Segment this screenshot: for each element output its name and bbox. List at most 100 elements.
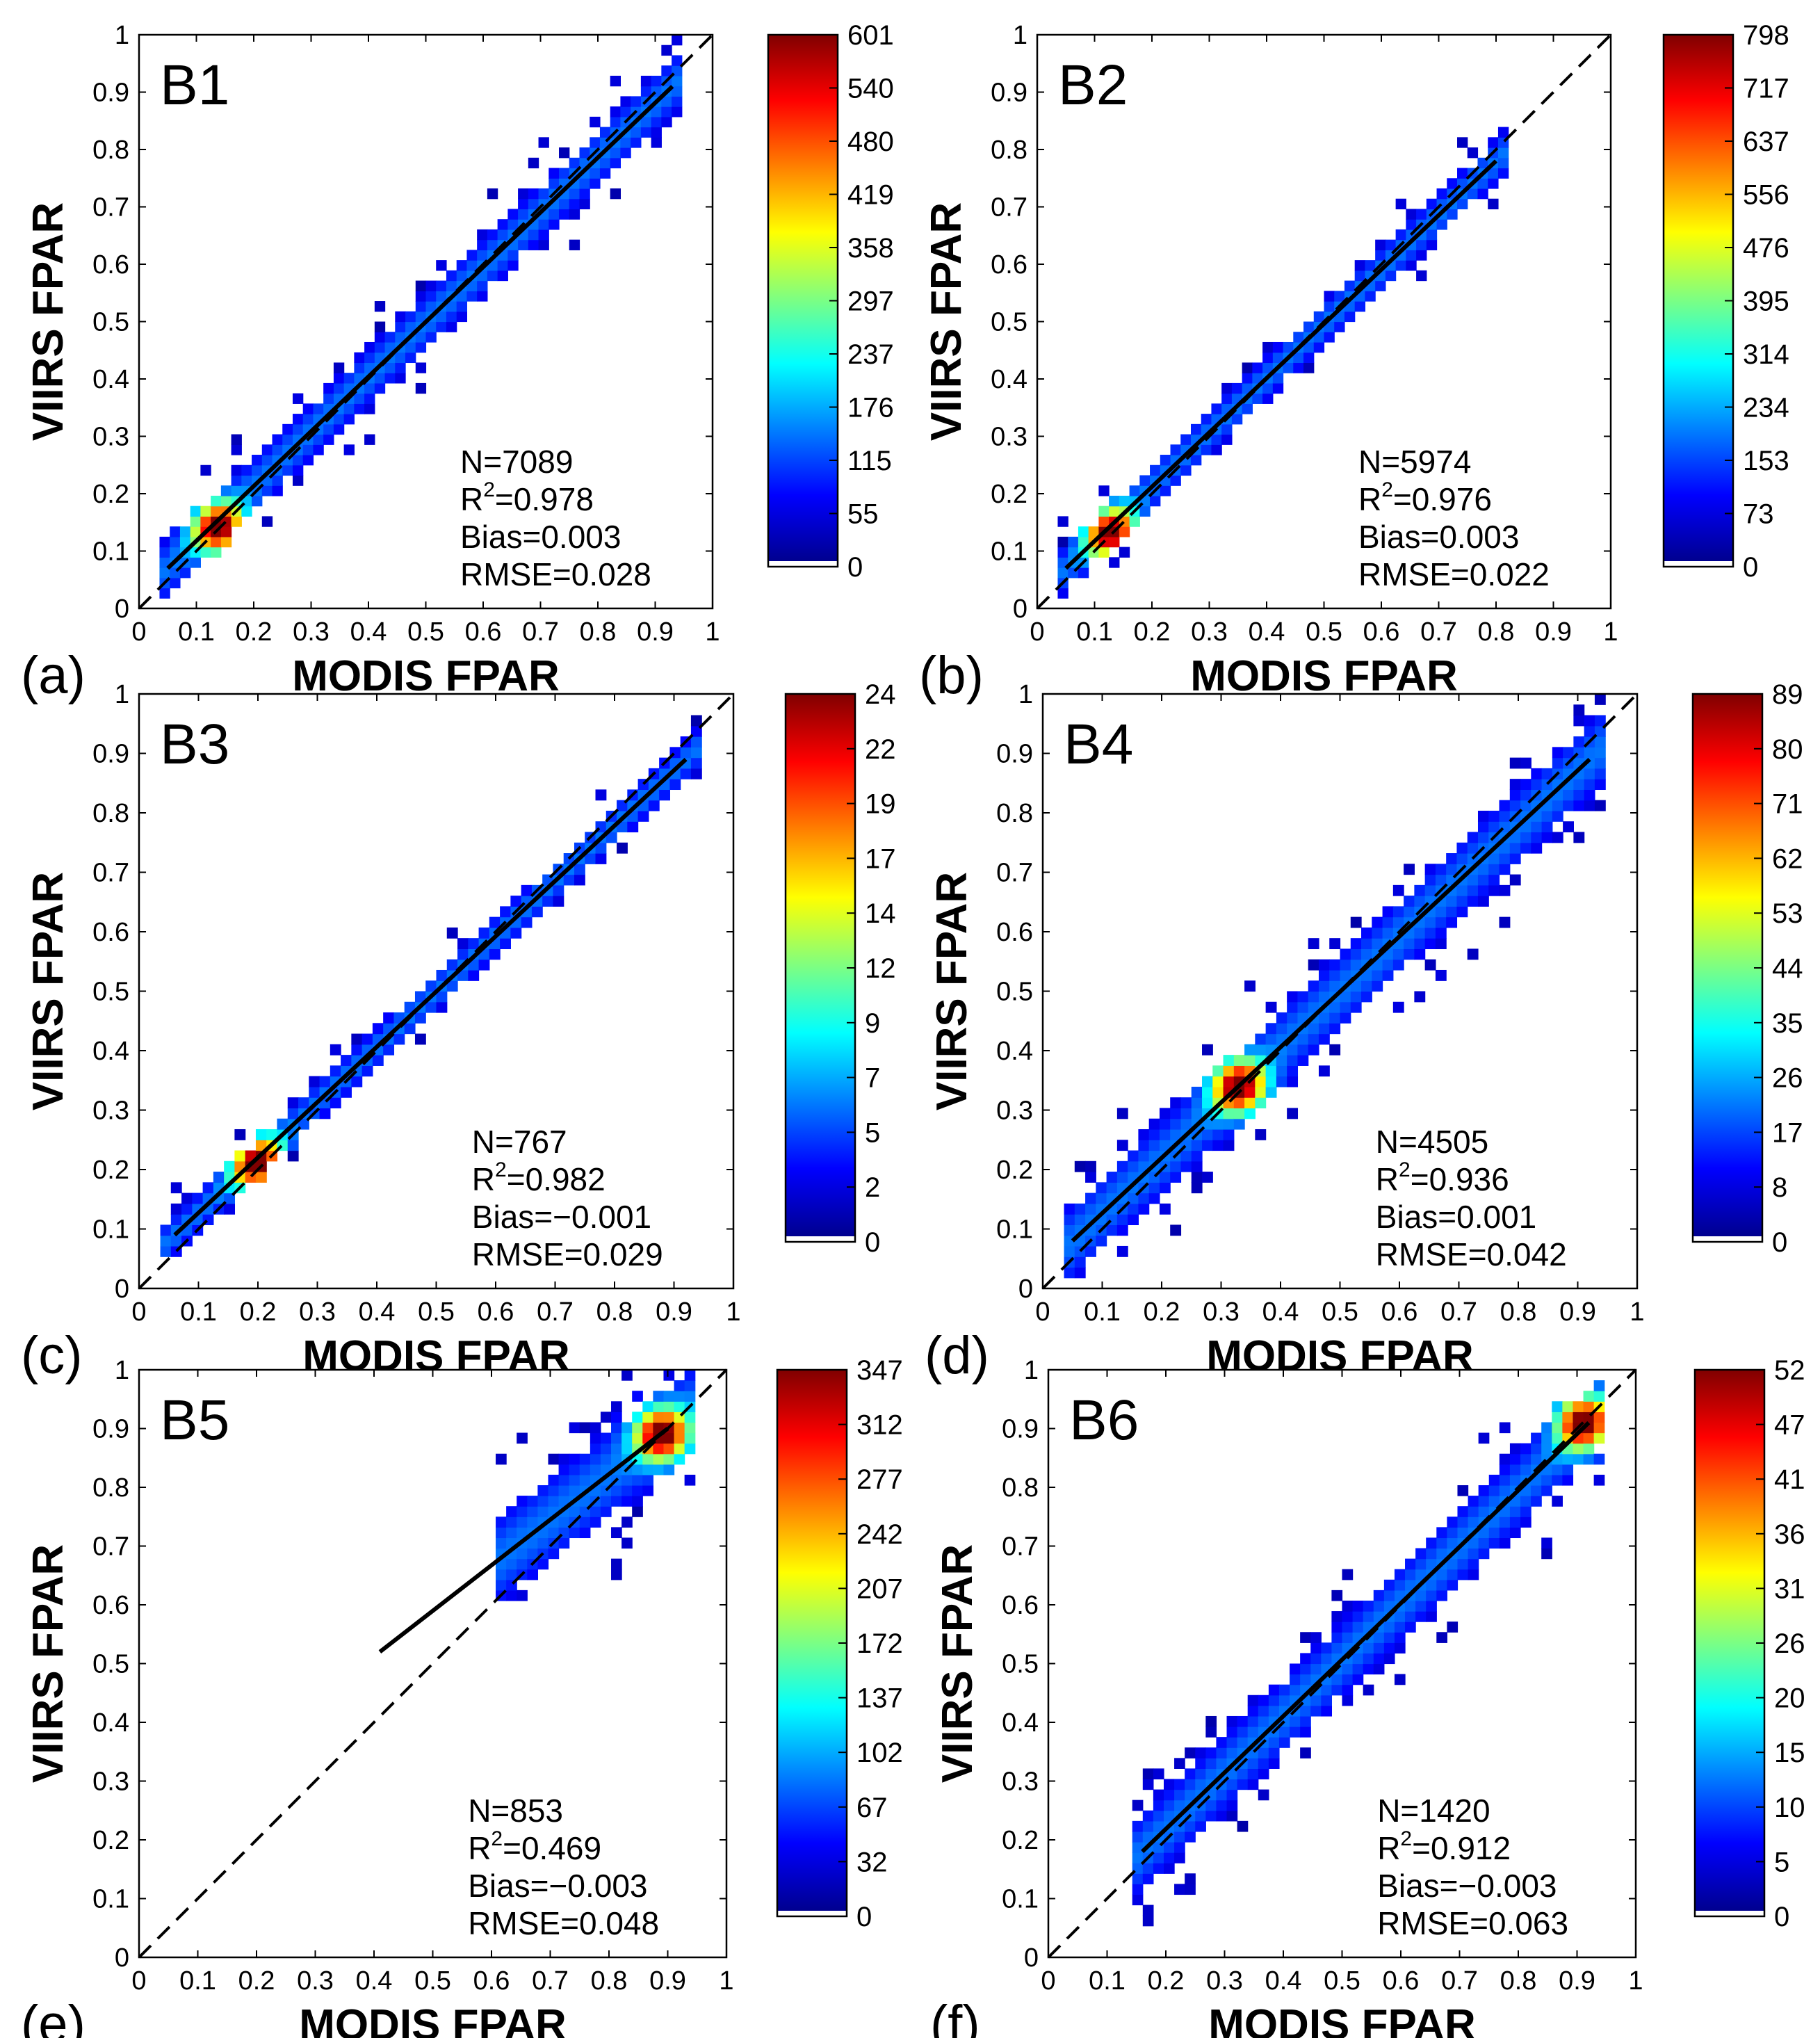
density-cell [1541, 821, 1553, 833]
density-cell [160, 1245, 172, 1257]
band-title: B3 [160, 713, 229, 776]
density-cell [1191, 1182, 1203, 1194]
y-tick-label: 0.7 [996, 859, 1033, 888]
density-cell [521, 916, 533, 928]
stat-n: N=4505 [1376, 1124, 1488, 1160]
density-cell [313, 434, 324, 445]
colorbar-tick-label: 358 [847, 233, 894, 264]
density-cell [549, 219, 560, 230]
density-cell [1342, 1663, 1354, 1675]
x-tick-label: 1 [719, 1966, 733, 1996]
density-cell [549, 209, 560, 220]
density-cell [1435, 938, 1447, 950]
density-cell [1447, 1569, 1459, 1580]
density-cell [1499, 842, 1511, 854]
density-cell [1318, 959, 1330, 971]
density-cell [1190, 455, 1202, 466]
density-cell [436, 321, 447, 332]
density-cell [569, 198, 580, 210]
density-cell [632, 1391, 643, 1402]
density-cell [548, 1474, 560, 1486]
density-cell [517, 1432, 528, 1444]
density-cell [456, 301, 468, 312]
one-to-one-line [138, 1368, 728, 1959]
density-cell [1247, 1768, 1259, 1780]
density-cell [1405, 1558, 1416, 1570]
density-cell [1468, 1517, 1479, 1528]
density-cell [436, 291, 447, 302]
density-cell [1163, 1842, 1175, 1853]
density-cell [1361, 969, 1372, 981]
density-cell [1237, 1715, 1249, 1727]
density-cell [1509, 1517, 1521, 1528]
density-cell [1109, 557, 1120, 568]
density-cell [1383, 1642, 1395, 1654]
colorbar: 0 5 10 15 20 26 31 36 41 47 52 [1693, 1355, 1805, 1932]
density-cell [1195, 1810, 1206, 1822]
density-cell [590, 1517, 601, 1528]
density-cell [1223, 1140, 1235, 1151]
density-cell [1329, 1012, 1341, 1024]
density-cell [1426, 1548, 1437, 1560]
density-cell [1541, 1432, 1552, 1444]
density-cell [663, 1391, 675, 1402]
density-cell [1128, 1150, 1139, 1162]
density-cell [330, 1044, 341, 1056]
colorbar-gradient [777, 1370, 847, 1911]
density-cell [506, 1527, 517, 1539]
density-cell [1159, 1182, 1171, 1194]
density-cell [538, 229, 549, 241]
density-cell [600, 1496, 612, 1507]
density-cell [1426, 239, 1438, 250]
density-cell [468, 938, 480, 950]
density-cell [611, 1422, 622, 1434]
density-cell [674, 1380, 685, 1391]
density-cell [569, 1485, 580, 1496]
density-cell [1415, 1611, 1427, 1622]
density-cell [1499, 1422, 1511, 1434]
density-cell [1457, 1558, 1469, 1570]
density-cell [1593, 1474, 1605, 1486]
x-tick-label: 0.4 [1249, 617, 1285, 647]
density-cell [590, 1432, 601, 1444]
density-cell [1509, 832, 1521, 843]
x-tick-label: 0 [1041, 1966, 1055, 1996]
density-cell [506, 1517, 517, 1528]
density-cell [1373, 1632, 1385, 1643]
density-cell [1138, 1129, 1150, 1140]
density-cell [674, 1432, 685, 1444]
density-cell [1340, 1012, 1351, 1024]
density-cell [1195, 1768, 1206, 1780]
density-cell [341, 1086, 352, 1098]
density-cell [1363, 1684, 1374, 1696]
density-cell [611, 1453, 622, 1465]
density-cell [1552, 1412, 1563, 1423]
density-cell [1255, 1044, 1267, 1056]
density-cell [518, 188, 529, 200]
density-cell [1185, 1831, 1196, 1843]
x-tick-label: 0.2 [1144, 1297, 1180, 1327]
y-tick-label: 0.6 [92, 918, 129, 947]
density-cell [1488, 853, 1500, 864]
density-cell [518, 198, 529, 210]
x-tick-label: 0.4 [356, 1966, 393, 1996]
density-cell [1342, 1611, 1354, 1622]
density-cell [1068, 536, 1079, 548]
density-cell [621, 1517, 633, 1528]
density-cell [302, 444, 314, 455]
density-cell [1392, 948, 1404, 960]
density-cell [1593, 1422, 1605, 1434]
density-cell [1276, 1076, 1287, 1087]
density-cell [1573, 789, 1585, 801]
density-cell [220, 495, 232, 507]
colorbar-tick-label: 176 [847, 393, 894, 423]
density-cell [1308, 980, 1319, 992]
density-cell [159, 536, 170, 548]
density-cell [159, 547, 170, 558]
density-cell [1163, 1800, 1175, 1811]
density-cell [1174, 1758, 1185, 1769]
density-cell [1416, 250, 1427, 261]
density-cell [1488, 137, 1499, 148]
density-cell [1352, 1674, 1364, 1685]
density-cell [1265, 1023, 1277, 1035]
